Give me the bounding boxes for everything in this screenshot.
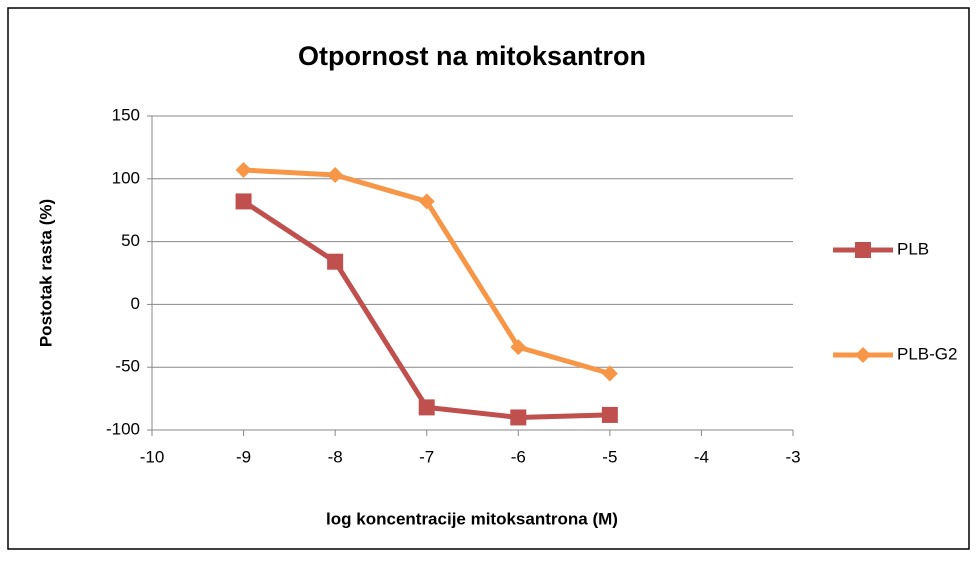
point bbox=[510, 339, 527, 356]
point bbox=[327, 253, 344, 270]
legend-label: PLB-G2 bbox=[897, 344, 957, 363]
x-tick-label: -6 bbox=[511, 447, 526, 466]
point bbox=[418, 399, 435, 416]
point bbox=[235, 193, 252, 210]
x-tick-label: -8 bbox=[328, 447, 343, 466]
point bbox=[418, 193, 435, 210]
y-tick-label: 50 bbox=[121, 231, 140, 250]
y-axis-label: Postotak rasta (%) bbox=[36, 199, 55, 347]
chart-frame bbox=[7, 7, 970, 550]
legend-marker bbox=[855, 347, 871, 363]
chart-title: Otpornost na mitoksantron bbox=[298, 41, 646, 71]
y-tick-label: -50 bbox=[115, 357, 140, 376]
legend-label: PLB bbox=[897, 239, 929, 258]
x-tick-label: -9 bbox=[236, 447, 251, 466]
point bbox=[601, 365, 618, 382]
y-tick-label: 100 bbox=[112, 168, 140, 187]
x-tick-label: -4 bbox=[694, 447, 709, 466]
x-tick-label: -7 bbox=[419, 447, 434, 466]
y-tick-label: 0 bbox=[131, 294, 140, 313]
point bbox=[510, 409, 527, 426]
legend-marker bbox=[855, 242, 871, 258]
y-tick-label: 150 bbox=[112, 105, 140, 124]
point bbox=[235, 162, 252, 179]
point bbox=[327, 167, 344, 184]
y-tick-label: -100 bbox=[106, 419, 140, 438]
x-axis-label: log koncentracije mitoksantrona (M) bbox=[326, 509, 618, 528]
x-tick-label: -3 bbox=[785, 447, 800, 466]
x-tick-label: -5 bbox=[602, 447, 617, 466]
x-tick-label: -10 bbox=[140, 447, 165, 466]
point bbox=[601, 406, 618, 423]
